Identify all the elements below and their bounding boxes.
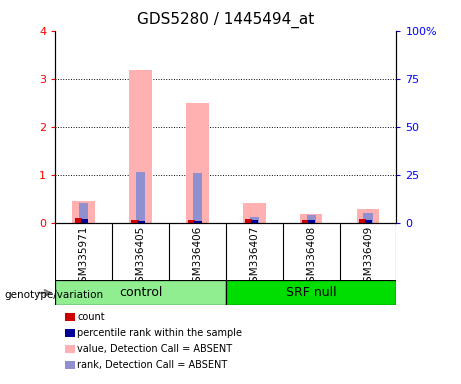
Bar <box>136 172 145 223</box>
Bar <box>193 173 202 223</box>
Bar <box>359 219 366 223</box>
Bar <box>75 218 82 223</box>
Bar <box>131 220 139 223</box>
Text: genotype/variation: genotype/variation <box>5 290 104 300</box>
Bar <box>195 221 201 223</box>
Bar <box>243 203 266 223</box>
Bar <box>186 103 209 223</box>
Bar <box>81 219 88 223</box>
Bar <box>363 213 372 223</box>
Text: rank, Detection Call = ABSENT: rank, Detection Call = ABSENT <box>77 360 228 370</box>
Text: GSM336407: GSM336407 <box>249 225 260 289</box>
Bar <box>130 70 152 223</box>
Bar <box>365 220 372 223</box>
Title: GDS5280 / 1445494_at: GDS5280 / 1445494_at <box>137 12 314 28</box>
Text: value, Detection Call = ABSENT: value, Detection Call = ABSENT <box>77 344 232 354</box>
Text: percentile rank within the sample: percentile rank within the sample <box>77 328 242 338</box>
Bar <box>188 220 195 223</box>
Bar <box>300 214 322 223</box>
Bar <box>251 220 259 223</box>
Text: SRF null: SRF null <box>286 286 337 299</box>
Bar <box>72 201 95 223</box>
Text: GSM336405: GSM336405 <box>136 225 146 289</box>
Text: GSM336409: GSM336409 <box>363 225 373 289</box>
Text: GSM336408: GSM336408 <box>306 225 316 289</box>
Bar <box>302 220 309 223</box>
FancyBboxPatch shape <box>226 280 396 305</box>
Bar <box>357 209 379 223</box>
Text: count: count <box>77 312 105 322</box>
Text: GSM336406: GSM336406 <box>192 225 202 289</box>
FancyBboxPatch shape <box>55 280 226 305</box>
Text: control: control <box>119 286 162 299</box>
Bar <box>137 221 145 223</box>
Bar <box>307 215 316 223</box>
Bar <box>79 203 89 223</box>
Text: GSM335971: GSM335971 <box>79 225 89 289</box>
Bar <box>308 220 315 223</box>
Bar <box>250 217 259 223</box>
Bar <box>245 219 252 223</box>
